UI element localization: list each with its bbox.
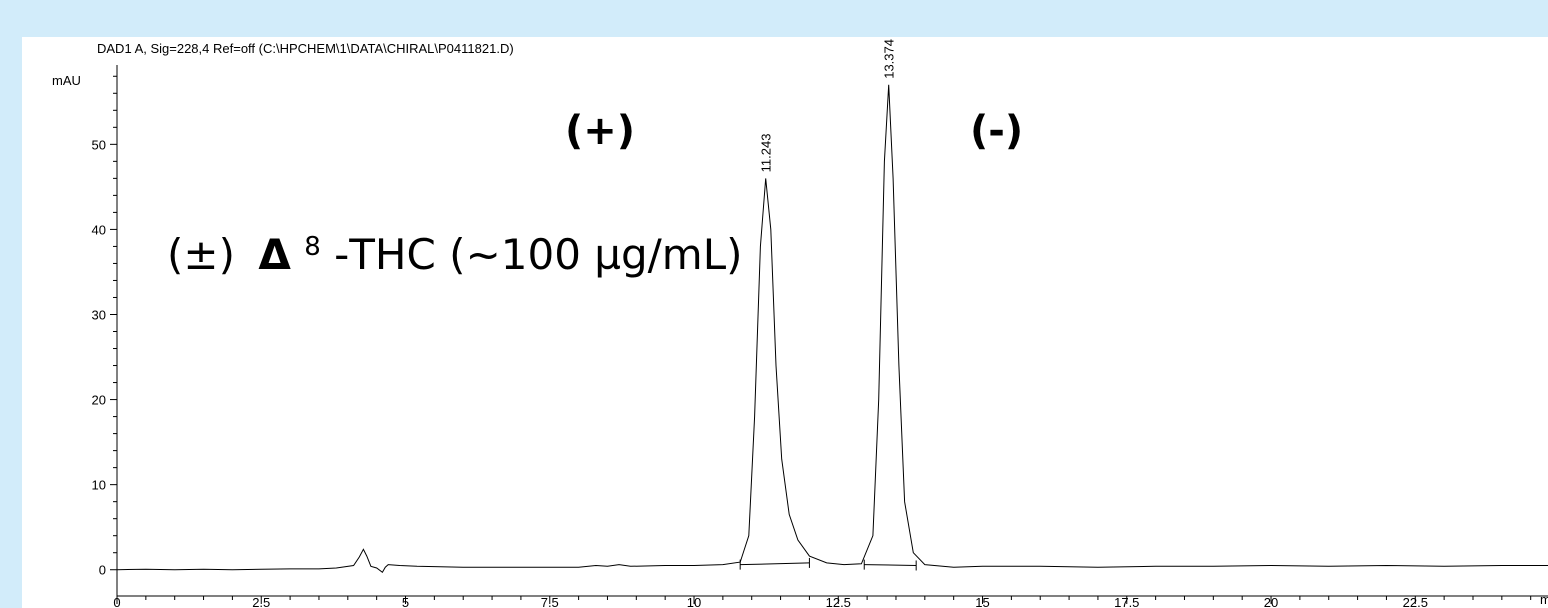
x-tick-label: 15: [975, 595, 989, 608]
sample-label-delta: Δ: [258, 230, 291, 279]
peak-baseline: [740, 562, 810, 566]
y-tick-label: 20: [92, 393, 106, 408]
y-tick-label: 10: [92, 478, 106, 493]
y-tick-label: 40: [92, 222, 106, 237]
chromatogram-chart: DAD1 A, Sig=228,4 Ref=off (C:\HPCHEM\1\D…: [52, 39, 1548, 608]
sample-label-compound: -THC (~100 µg/mL): [334, 230, 742, 279]
x-tick-label: 2.5: [252, 595, 270, 608]
x-axis-unit-label: m: [1540, 592, 1548, 607]
minus-enantiomer-label: (-): [970, 108, 1023, 154]
sample-label-superscript: 8: [304, 232, 321, 262]
chromatogram-trace: [116, 84, 1548, 574]
x-axis-ticks: 0 2.5 5 7.5 10 12.5 15 17.5 20 22.5: [113, 595, 1532, 608]
peak-labels: 11.243 13.374: [759, 39, 897, 172]
x-tick-label: 12.5: [826, 595, 851, 608]
x-tick-label: 0: [113, 595, 120, 608]
chromatogram-panel: DAD1 A, Sig=228,4 Ref=off (C:\HPCHEM\1\D…: [22, 37, 1548, 608]
x-tick-label: 17.5: [1114, 595, 1139, 608]
x-tick-label: 7.5: [541, 595, 559, 608]
y-tick-label: 50: [92, 137, 106, 152]
y-axis-ticks: 0 10 20 30 40 50: [92, 75, 117, 578]
x-tick-label: 20: [1264, 595, 1278, 608]
peak-retention-time-label: 11.243: [759, 134, 774, 173]
sample-label: (±) Δ 8 -THC (~100 µg/mL): [167, 216, 743, 279]
peak-baselines: [739, 557, 917, 571]
peak-retention-time-label: 13.374: [882, 39, 897, 79]
y-tick-label: 30: [92, 307, 106, 322]
y-axis-unit-label: mAU: [52, 73, 81, 88]
sample-label-racemic: (±): [167, 230, 235, 279]
peak-baseline: [864, 564, 917, 566]
x-tick-label: 22.5: [1403, 595, 1428, 608]
y-tick-label: 0: [99, 563, 106, 578]
chart-title: DAD1 A, Sig=228,4 Ref=off (C:\HPCHEM\1\D…: [97, 41, 514, 56]
x-tick-label: 5: [402, 595, 409, 608]
plus-enantiomer-label: (+): [565, 108, 635, 154]
x-tick-label: 10: [687, 595, 701, 608]
